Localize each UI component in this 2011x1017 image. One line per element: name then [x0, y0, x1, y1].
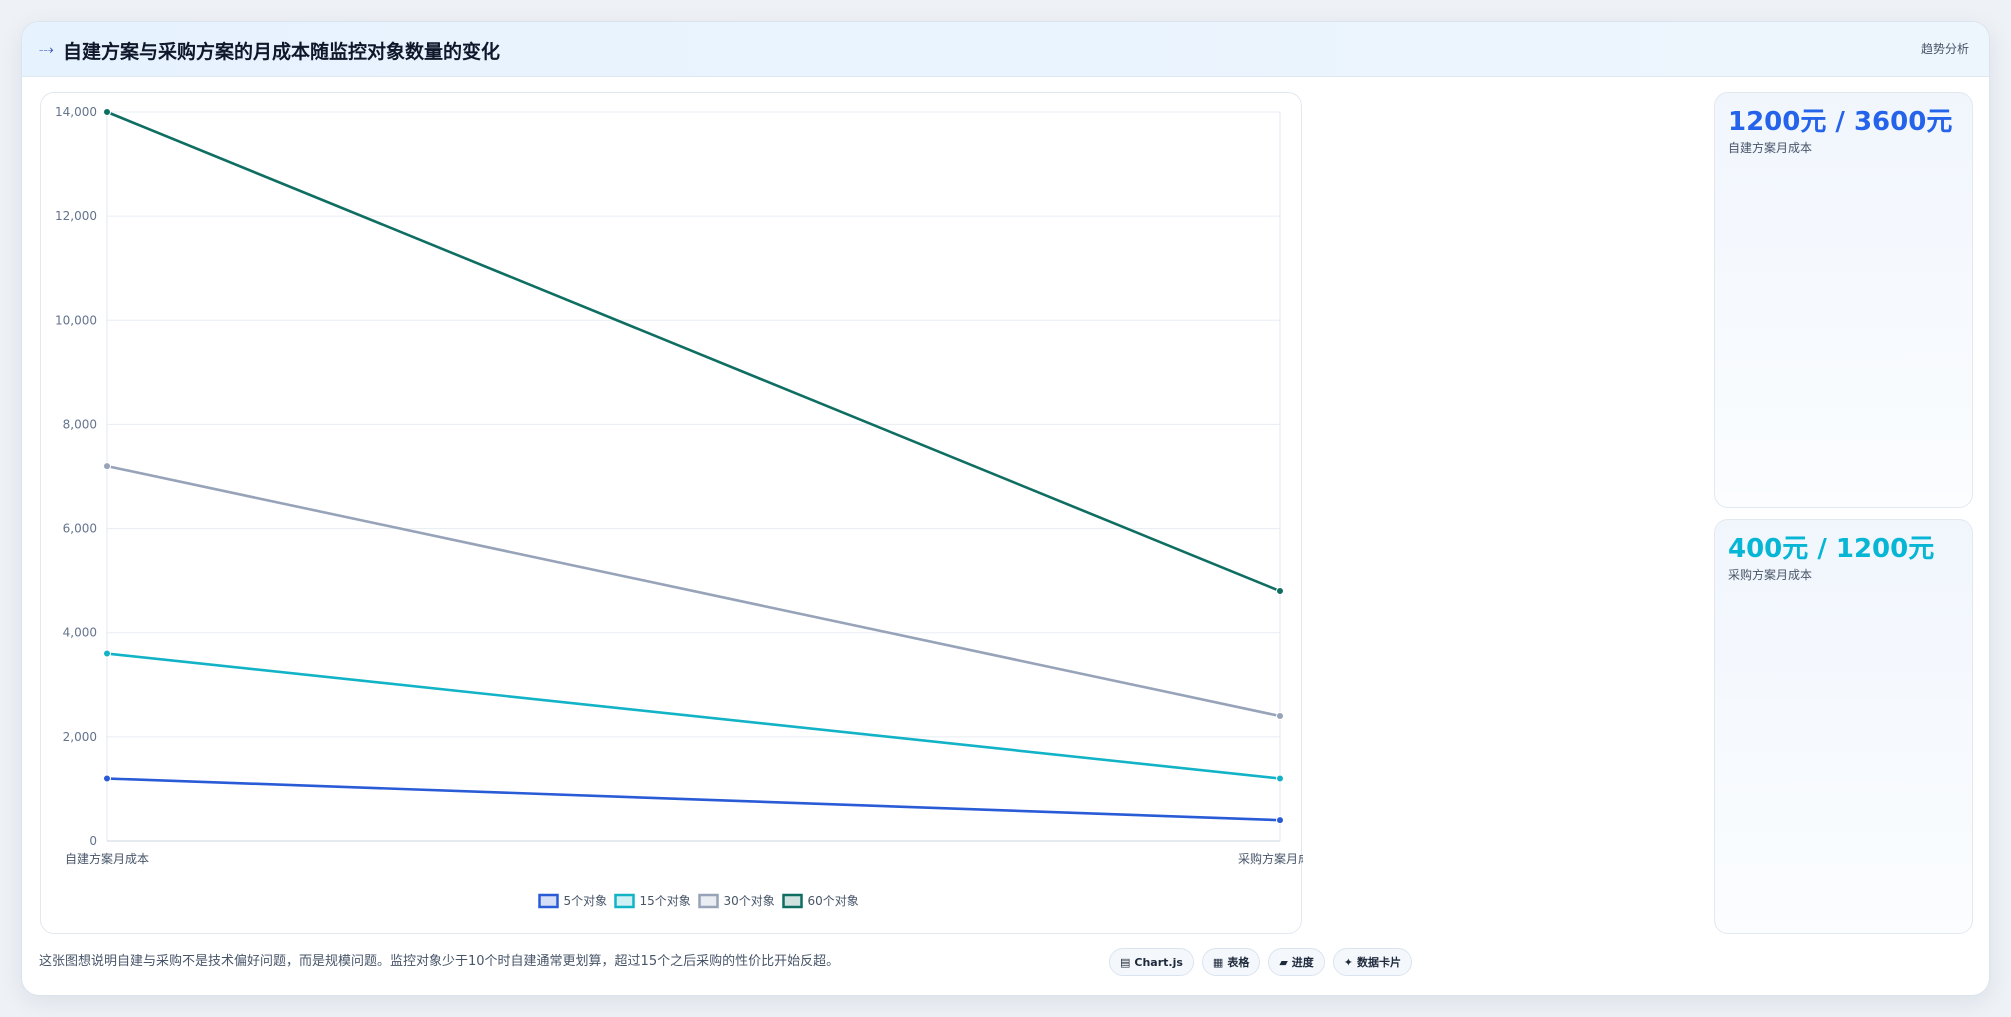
- y-tick-label: 12,000: [55, 209, 97, 223]
- trend-line-icon: ⤏: [39, 42, 54, 58]
- legend-label: 5个对象: [564, 894, 608, 908]
- y-tick-label: 2,000: [63, 730, 97, 744]
- header-tag: 趋势分析: [1920, 42, 1969, 56]
- stat-card-self-built: 1200元 / 3600元 自建方案月成本: [1714, 92, 1973, 508]
- y-tick-label: 10,000: [55, 313, 97, 327]
- y-tick-label: 0: [89, 834, 97, 848]
- stat-card-purchase: 400元 / 1200元 采购方案月成本: [1714, 519, 1973, 934]
- pill-label: 表格: [1227, 956, 1250, 969]
- pill-chartjs[interactable]: ▤ Chart.js: [1109, 948, 1194, 976]
- data-point: [1276, 712, 1284, 721]
- series-line: [106, 110, 1281, 593]
- page-title: 自建方案与采购方案的月成本随监控对象数量的变化: [63, 41, 501, 63]
- pill-label: 数据卡片: [1357, 956, 1402, 969]
- progress-icon: ▰: [1279, 955, 1288, 969]
- chart-icon: ▤: [1120, 955, 1131, 969]
- legend-label: 30个对象: [724, 894, 775, 908]
- stat-value: 1200元 / 3600元: [1728, 107, 1953, 137]
- line-chart: 0 2,000 4,000 6,000 8,000 10,000 12,000 14,000 自…: [55, 105, 1322, 909]
- stat-label: 采购方案月成本: [1728, 568, 1813, 582]
- dashboard-card: ⤏ 自建方案与采购方案的月成本随监控对象数量的变化 趋势分析 0 2,000 4,0…: [21, 21, 1990, 996]
- pill-table[interactable]: ▦ 表格: [1201, 948, 1261, 976]
- pill-label: 进度: [1291, 956, 1314, 969]
- data-point: [103, 649, 111, 658]
- stat-value: 400元 / 1200元: [1728, 534, 1935, 564]
- data-point: [103, 462, 111, 471]
- series-line: [106, 777, 1281, 822]
- series-line: [106, 652, 1281, 780]
- chart-panel: 0 2,000 4,000 6,000 8,000 10,000 12,000 14,000 自…: [40, 92, 1322, 934]
- footer-note: 这张图想说明自建与采购不是技术偏好问题，而是规模问题。监控对象少于10个时自建通…: [39, 954, 840, 969]
- legend-label: 15个对象: [640, 894, 691, 908]
- legend-swatch: [782, 893, 803, 909]
- legend-swatch: [538, 893, 559, 909]
- y-tick-label: 14,000: [55, 105, 97, 119]
- pill-label: Chart.js: [1134, 955, 1183, 969]
- y-tick-label: 4,000: [63, 626, 97, 640]
- x-tick-label: 自建方案月成本: [65, 851, 149, 866]
- stat-label: 自建方案月成本: [1728, 141, 1813, 155]
- data-point: [1276, 816, 1284, 825]
- pill-data-card[interactable]: ✦ 数据卡片: [1332, 948, 1413, 976]
- card-header: ⤏ 自建方案与采购方案的月成本随监控对象数量的变化 趋势分析: [22, 22, 1989, 77]
- data-point: [103, 774, 111, 783]
- footer-pills: ▤ Chart.js ▦ 表格 ▰ 进度 ✦ 数据卡片: [1109, 948, 1413, 976]
- pill-progress[interactable]: ▰ 进度: [1268, 948, 1325, 976]
- legend-label: 60个对象: [808, 894, 859, 908]
- sparkle-icon: ✦: [1343, 955, 1354, 969]
- legend-swatch: [698, 893, 719, 909]
- x-tick-label: 采购方案月成本: [1238, 851, 1303, 866]
- y-tick-label: 6,000: [63, 522, 97, 536]
- y-tick-label: 8,000: [63, 417, 97, 431]
- table-icon: ▦: [1212, 955, 1224, 969]
- data-point: [1276, 587, 1284, 596]
- series-line: [106, 464, 1281, 718]
- data-point: [1276, 774, 1284, 783]
- data-point: [103, 108, 111, 116]
- legend-swatch: [614, 893, 635, 909]
